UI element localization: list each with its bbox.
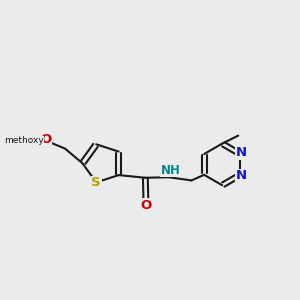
Text: N: N	[236, 169, 247, 182]
Text: O: O	[40, 134, 52, 146]
Text: O: O	[140, 199, 152, 212]
Text: NH: NH	[160, 164, 180, 176]
Text: methoxy: methoxy	[4, 136, 44, 145]
Text: N: N	[236, 146, 247, 160]
Text: S: S	[92, 176, 101, 189]
